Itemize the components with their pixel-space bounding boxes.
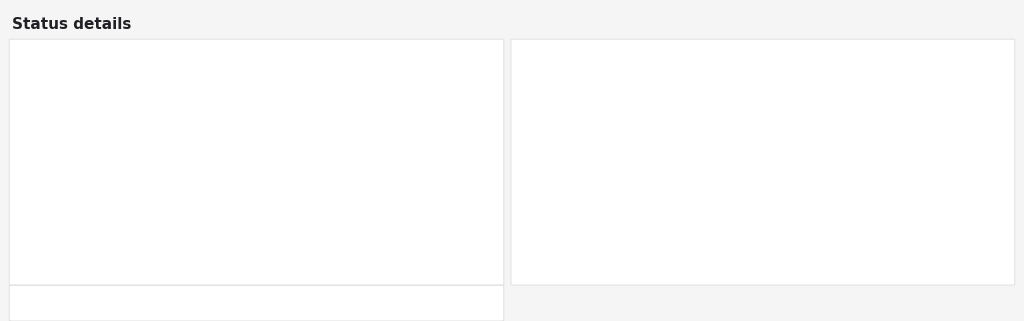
Text: hrs.: hrs. xyxy=(292,299,312,308)
Bar xyxy=(929,157,973,271)
Text: Status details: Status details xyxy=(12,17,132,32)
Text: You’ve burned through 0.5x of expected budget over the last: You’ve burned through 0.5x of expected b… xyxy=(26,299,303,308)
FancyBboxPatch shape xyxy=(401,44,495,63)
Text: 98.07%: 98.07% xyxy=(522,61,628,89)
Text: -286.15%: -286.15% xyxy=(20,61,154,89)
Text: Budget Burndown: Budget Burndown xyxy=(20,46,120,56)
Text: For each day of the past 30, how often this SLI has succeeded over the preceding: For each day of the past 30, how often t… xyxy=(522,94,934,103)
Text: ∨: ∨ xyxy=(483,298,490,308)
Text: How much of the error budget remains after the last 30 days. Starts at 100% and : How much of the error budget remains aft… xyxy=(20,94,449,103)
Bar xyxy=(422,157,466,271)
Text: Historical SLO Compliance: Historical SLO Compliance xyxy=(522,46,667,56)
Text: Learn more: Learn more xyxy=(314,299,367,308)
Text: 4: 4 xyxy=(279,299,284,308)
Text: Reset Budget: Reset Budget xyxy=(422,49,474,58)
